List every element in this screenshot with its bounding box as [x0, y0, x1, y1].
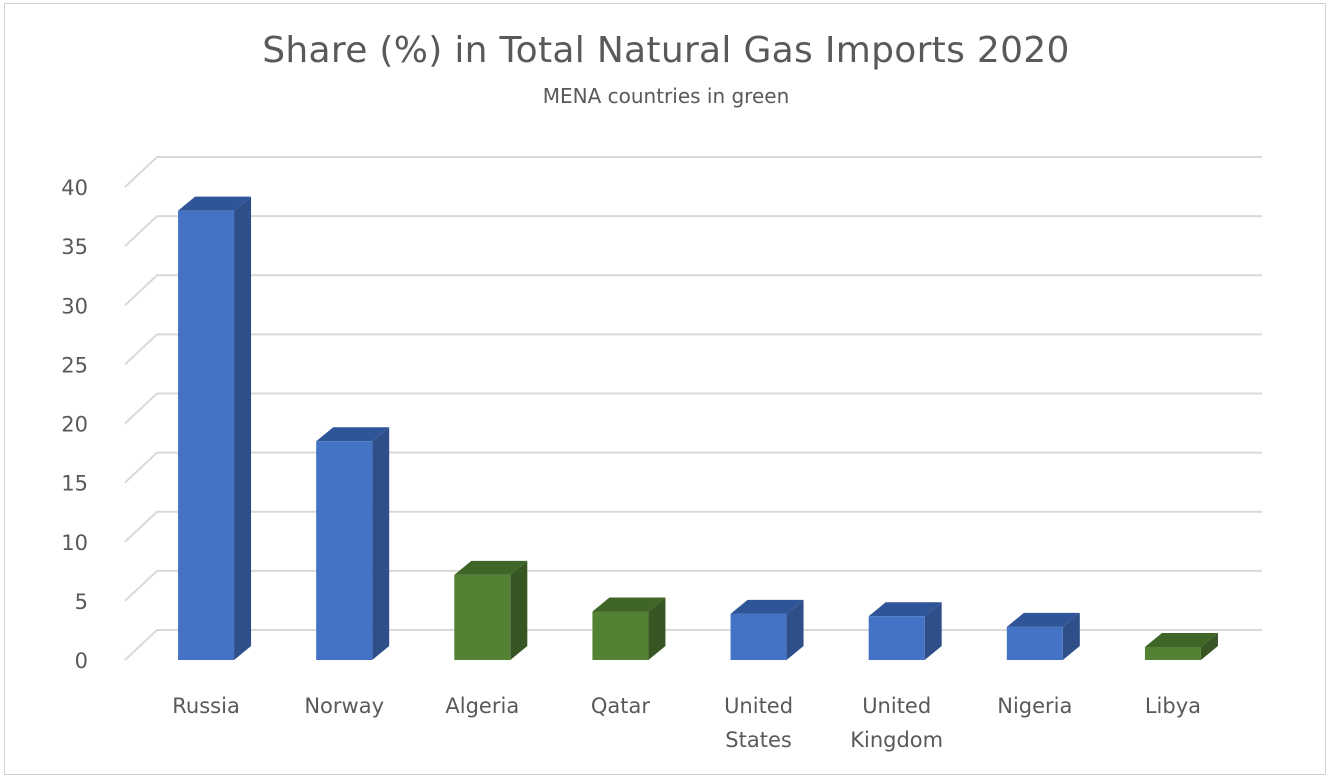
y-tick-label: 10 [61, 531, 88, 555]
x-axis-category-labels: Russia Norway Algeria Qatar United States Unit… [172, 694, 1201, 752]
gridline [124, 156, 1262, 188]
y-tick-label: 35 [61, 235, 88, 259]
bar-top [316, 427, 390, 442]
bar-front [178, 210, 235, 660]
x-category-label: United States [724, 694, 793, 752]
gridline [124, 629, 1262, 661]
bar-top [178, 196, 252, 211]
bar-top [1144, 632, 1218, 647]
bars [178, 196, 1218, 660]
bar-side [510, 560, 528, 660]
bar-front [592, 611, 649, 660]
bar-side [372, 427, 390, 660]
gridline [124, 392, 1262, 425]
x-category-label: Russia [172, 694, 240, 718]
bar-front [730, 613, 787, 660]
gridline [124, 451, 1262, 484]
y-axis-tick-labels: 0 5 10 15 20 25 30 35 40 [61, 176, 88, 673]
bar-side [1200, 632, 1218, 660]
x-category-label: Nigeria [997, 694, 1072, 718]
bar-front [1006, 626, 1063, 660]
bar-top [730, 599, 804, 614]
x-category-label: Algeria [445, 694, 519, 718]
bar-top [1006, 612, 1080, 627]
bar [1006, 612, 1080, 660]
bar-front [316, 441, 373, 660]
x-category-label: United Kingdom [850, 694, 943, 752]
gridline [124, 333, 1262, 366]
y-tick-label: 40 [61, 176, 88, 200]
bar-front [868, 616, 925, 660]
y-tick-label: 30 [61, 294, 88, 318]
gridline [124, 569, 1262, 602]
chart-subtitle: MENA countries in green [542, 84, 790, 108]
bar-front [1144, 646, 1201, 660]
y-tick-label: 0 [75, 649, 88, 673]
bar [868, 602, 942, 660]
bar-side [786, 599, 804, 660]
y-tick-label: 15 [61, 472, 88, 496]
bar-front [454, 574, 511, 660]
bar-top [592, 597, 666, 612]
gridline [124, 274, 1262, 306]
y-tick-label: 5 [75, 590, 88, 614]
chart-title: Share (%) in Total Natural Gas Imports 2… [262, 30, 1070, 71]
bar [178, 196, 252, 660]
gridline [124, 510, 1262, 543]
gridline [124, 215, 1262, 247]
x-category-label: Libya [1145, 694, 1201, 718]
bar-side [924, 602, 942, 660]
x-category-label: Qatar [591, 694, 651, 718]
bar-top [454, 560, 528, 575]
bar [454, 560, 528, 660]
y-tick-label: 25 [61, 353, 88, 377]
y-tick-label: 20 [61, 413, 88, 437]
bar-side [234, 196, 252, 660]
bar [730, 599, 804, 660]
bar [592, 597, 666, 660]
x-category-label: Norway [304, 694, 384, 718]
bar [1144, 632, 1218, 660]
bar-side [648, 597, 666, 660]
bar-top [868, 602, 942, 617]
gridlines [124, 156, 1262, 661]
bar [316, 427, 390, 660]
bar-side [1062, 612, 1080, 660]
